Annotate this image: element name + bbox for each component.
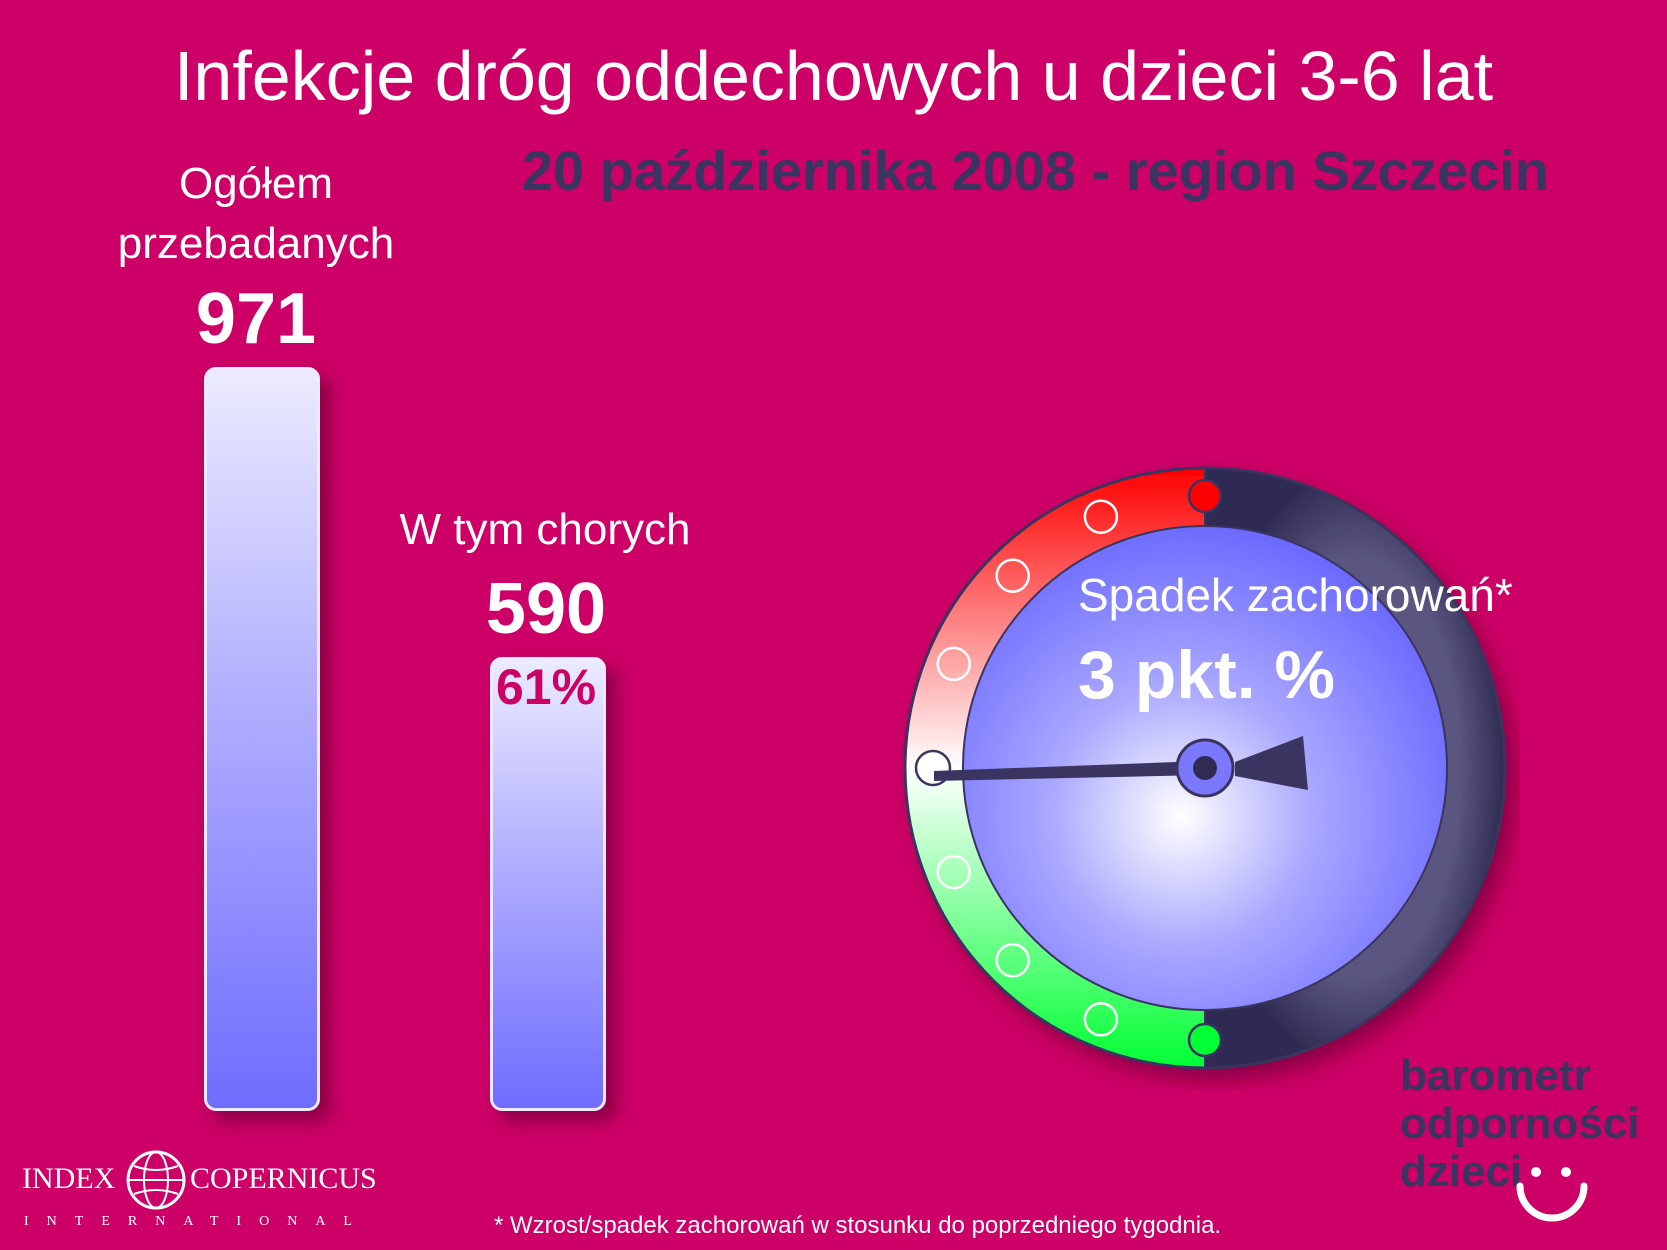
gauge-ticks [914, 478, 1223, 1058]
footnote: * Wzrost/spadek zachorowań w stosunku do… [494, 1212, 1222, 1239]
globe-icon [126, 1150, 186, 1210]
bar-total [204, 367, 320, 1111]
gauge-tick [1187, 478, 1223, 514]
publisher-logo-sub: INTERNATIONAL [24, 1214, 370, 1229]
gauge [903, 466, 1507, 1070]
brand-line-1: barometr [1400, 1051, 1591, 1100]
page-title: Infekcje dróg oddechowych u dzieci 3-6 l… [173, 37, 1494, 115]
gauge-tick [936, 646, 971, 682]
bar-value-sick: 590 [485, 569, 607, 649]
brand-logo: barometr odporności dzieci [1400, 1052, 1640, 1196]
bar-label-total: Ogółem przebadanych [117, 159, 395, 268]
gauge-tick [1083, 499, 1119, 534]
gauge-label: Spadek zachorowań* [1078, 569, 1513, 621]
brand-line-2: odporności [1400, 1099, 1640, 1148]
smiley-icon [1516, 1167, 1588, 1222]
gauge-tick [936, 854, 971, 890]
gauge-tick [1083, 1002, 1119, 1037]
bar-label-sick: W tym chorych [399, 505, 691, 554]
gauge-value: 3 pkt. % [1078, 637, 1335, 713]
brand-line-3: dzieci [1400, 1147, 1523, 1196]
bar-sick [490, 657, 606, 1111]
bar-percent-label: 61% [495, 659, 597, 715]
gauge-tick [995, 558, 1030, 593]
gauge-tick [995, 943, 1030, 978]
publisher-logo-right: COPERNICUS [190, 1162, 377, 1195]
page-subtitle: 20 października 2008 - region Szczecin [521, 139, 1549, 202]
publisher-logo-left: INDEX [22, 1162, 116, 1195]
gauge-needle [934, 761, 1205, 781]
bar-value-total: 971 [195, 279, 317, 359]
gauge-needle-tail [1235, 736, 1308, 790]
gauge-tick [1187, 1022, 1223, 1058]
